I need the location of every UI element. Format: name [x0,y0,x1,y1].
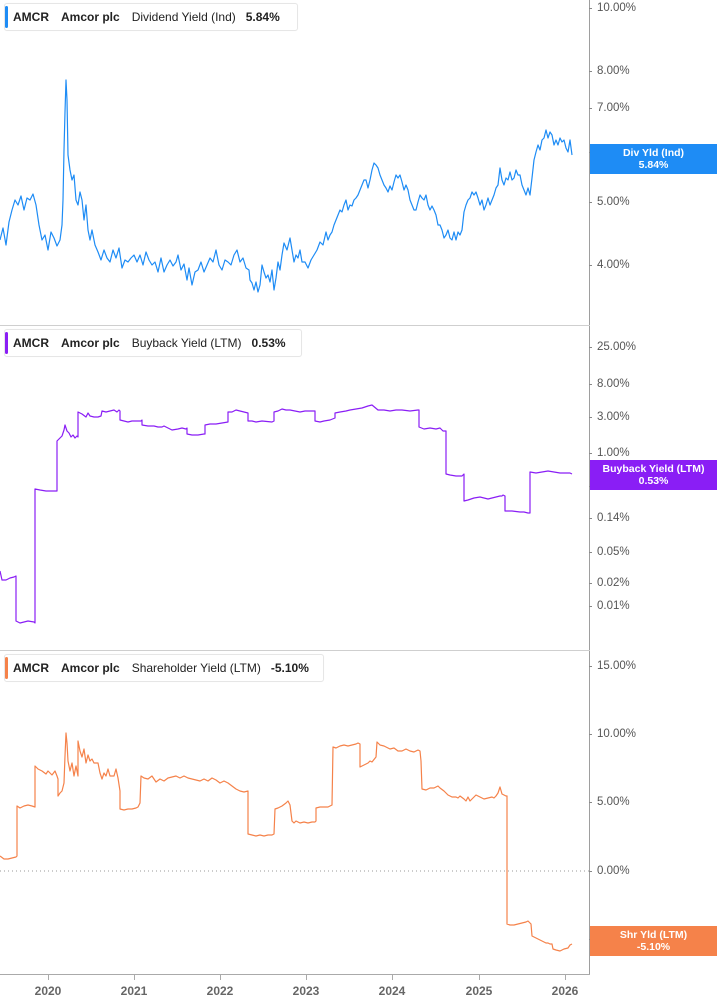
x-tick-mark [48,975,49,980]
shareholder-yield-pane: AMCR Amcor plc Shareholder Yield (LTM) -… [0,651,717,974]
y-tick: 0.14% [589,512,630,524]
y-axis-line [589,0,590,325]
x-tick-label: 2020 [34,984,62,998]
dividend-yield-value-badge: Div Yld (Ind) 5.84% [590,144,717,174]
x-tick-label: 2025 [465,984,493,998]
x-tick-label: 2026 [551,984,579,998]
legend-ticker: AMCR [13,336,49,350]
y-tick: 1.00% [589,447,630,459]
y-tick: 5.00% [589,196,630,208]
dividend-yield-pane: AMCR Amcor plc Dividend Yield (Ind) 5.84… [0,0,717,325]
y-tick: 10.00% [588,2,637,14]
legend-value: -5.10% [270,661,309,675]
y-tick: 0.00% [589,865,630,877]
legend-value: 0.53% [251,336,286,350]
badge-label: Shr Yld (LTM) [619,929,688,941]
legend-metric: Buyback Yield (LTM) [131,336,242,350]
pane-divider[interactable] [0,325,590,326]
dividend-yield-legend[interactable]: AMCR Amcor plc Dividend Yield (Ind) 5.84… [4,3,298,31]
legend-ticker: AMCR [13,661,49,675]
buyback-yield-legend[interactable]: AMCR Amcor plc Buyback Yield (LTM) 0.53% [4,329,302,357]
y-tick: 25.00% [588,341,637,353]
y-axis-line [589,326,590,650]
badge-value: 0.53% [638,475,669,487]
buyback-yield-pane: AMCR Amcor plc Buyback Yield (LTM) 0.53%… [0,326,717,650]
pane-divider[interactable] [0,650,590,651]
buyback-yield-value-badge: Buyback Yield (LTM) 0.53% [590,460,717,490]
x-tick-label: 2021 [120,984,148,998]
x-tick-mark [134,975,135,980]
dividend-yield-line [0,79,573,293]
x-tick-mark [306,975,307,980]
x-tick-mark [565,975,566,980]
series-color-swatch [5,6,8,28]
legend-metric: Shareholder Yield (LTM) [131,661,261,675]
y-tick: 0.01% [589,600,630,612]
x-tick-mark [479,975,480,980]
y-tick: 8.00% [589,378,630,390]
shareholder-yield-value-badge: Shr Yld (LTM) -5.10% [590,926,717,956]
legend-company: Amcor plc [61,10,120,24]
badge-value: 5.84% [638,159,669,171]
legend-company: Amcor plc [61,336,120,350]
y-tick: 5.00% [589,796,630,808]
y-tick: 0.05% [589,546,630,558]
x-tick-label: 2022 [206,984,234,998]
x-tick-mark [220,975,221,980]
y-tick: 7.00% [589,102,630,114]
legend-company: Amcor plc [61,661,120,675]
y-tick: 15.00% [588,660,637,672]
series-color-swatch [5,657,8,679]
y-tick: 3.00% [589,411,630,423]
x-tick-label: 2023 [292,984,320,998]
badge-label: Div Yld (Ind) [622,147,685,159]
x-axis-line [0,974,590,975]
buyback-yield-line [0,404,573,624]
x-tick-label: 2024 [378,984,406,998]
legend-value: 5.84% [245,10,280,24]
y-axis-line [589,651,590,974]
y-tick: 0.02% [589,577,630,589]
y-tick: 8.00% [589,65,630,77]
legend-ticker: AMCR [13,10,49,24]
badge-label: Buyback Yield (LTM) [602,463,705,475]
x-tick-mark [392,975,393,980]
y-tick: 4.00% [589,259,630,271]
shareholder-yield-line [0,732,589,952]
y-tick: 10.00% [588,728,637,740]
legend-metric: Dividend Yield (Ind) [131,10,236,24]
badge-value: -5.10% [636,941,671,953]
shareholder-yield-legend[interactable]: AMCR Amcor plc Shareholder Yield (LTM) -… [4,654,324,682]
series-color-swatch [5,332,8,354]
